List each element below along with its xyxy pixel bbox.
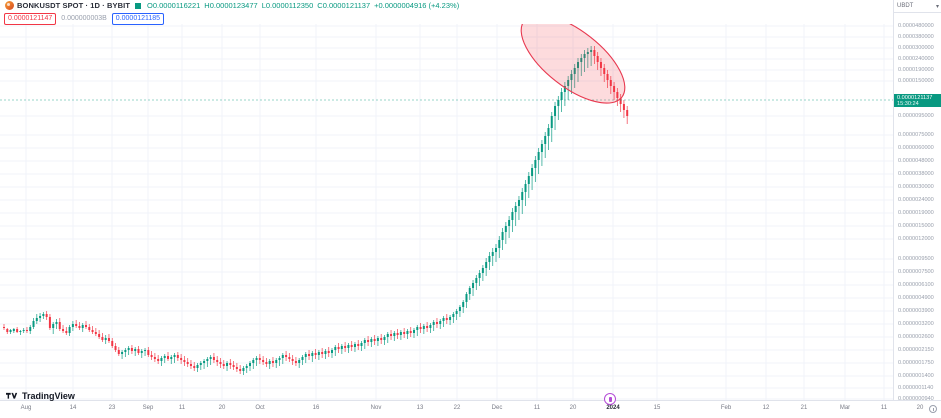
price-tick-label: 0.0000030000 [898, 184, 934, 190]
symbol-title[interactable]: BONKUSDT SPOT · 1D · BYBIT [17, 1, 131, 10]
time-tick-label: Mar [839, 405, 851, 411]
ohlc-low-key: L [261, 1, 266, 10]
time-tick-label: 20 [569, 405, 577, 411]
timezone-clock-icon[interactable] [929, 405, 937, 413]
time-tick-label: 20 [218, 405, 226, 411]
price-tick-label: 0.0000480000 [898, 23, 934, 29]
price-tick-label: 0.0000003200 [898, 321, 934, 327]
price-tick-label: 0.0000009500 [898, 256, 934, 262]
ohlc-close-key: C [317, 1, 323, 10]
price-scale[interactable]: UBDT ▾ 0.0000480000 0.0000380000 0.0000300… [893, 0, 941, 400]
price-tick-label: 0.0000150000 [898, 78, 934, 84]
price-tick-label: 0.0000004900 [898, 295, 934, 301]
price-tick-label: 0.0000012000 [898, 236, 934, 242]
tradingview-watermark: TradingView [6, 391, 75, 401]
time-tick-label: 20 [916, 405, 924, 411]
price-tick-label: 0.0000001750 [898, 360, 934, 366]
spread-value: 0.000000003B [61, 15, 107, 22]
price-tick-label: 0.0000095000 [898, 113, 934, 119]
symbol-legend-row[interactable]: BONKUSDT SPOT · 1D · BYBIT O0.0000116221… [5, 1, 463, 10]
price-tick-label: 0.0000024000 [898, 197, 934, 203]
orderbook-legend-row: 0.0000121147 0.000000003B 0.0000121185 [4, 13, 169, 25]
price-tick-label: 0.0000015000 [898, 223, 934, 229]
price-tick-label: 0.0000075000 [898, 132, 934, 138]
ohlc-close: C0.0000121137 [317, 1, 370, 10]
chevron-down-icon[interactable]: ▾ [935, 3, 939, 10]
time-tick-label: Sep [142, 405, 154, 411]
series-color-dot-icon[interactable] [135, 2, 142, 9]
time-tick-label: 23 [108, 405, 116, 411]
ask-price-box[interactable]: 0.0000121185 [111, 13, 165, 25]
time-tick-label: 16 [312, 405, 320, 411]
ohlc-open-key: O [147, 1, 153, 10]
time-tick-label: 12 [762, 405, 770, 411]
candlestick-series [3, 46, 629, 375]
ohlc-low: L0.0000112350 [262, 1, 314, 10]
time-tick-label: 11 [178, 405, 186, 411]
current-price-time: 15:30:24 [897, 100, 919, 107]
chart-legend-header: BONKUSDT SPOT · 1D · BYBIT O0.0000116221… [0, 0, 941, 25]
time-tick-label: Dec [491, 405, 503, 411]
time-tick-label: 22 [453, 405, 461, 411]
time-tick-label: Aug [20, 405, 32, 411]
price-tick-label: 0.0000380000 [898, 34, 934, 40]
price-tick-label: 0.0000060000 [898, 145, 934, 151]
ohlc-high-value: 0.0000123477 [209, 1, 258, 10]
price-tick-label: 0.0000190000 [898, 67, 934, 73]
price-tick-label: 0.0000240000 [898, 56, 934, 62]
time-tick-label: Oct [255, 405, 265, 411]
time-tick-label: Nov [370, 405, 382, 411]
time-tick-label: 15 [653, 405, 661, 411]
time-tick-label: 21 [800, 405, 808, 411]
ohlc-close-value: 0.0000121137 [322, 1, 371, 10]
time-scale[interactable]: Aug 14 23 Sep 11 20 Oct 16 Nov 13 22 Dec 11 20 2024 15 F… [0, 400, 941, 418]
ohlc-open-value: 0.0000116221 [152, 1, 201, 10]
price-scale-header[interactable]: UBDT ▾ [894, 0, 941, 13]
price-tick-label: 0.0000002150 [898, 347, 934, 353]
ohlc-open: O0.0000116221 [147, 1, 200, 10]
time-tick-label: 13 [416, 405, 424, 411]
price-tick-label: 0.0000007500 [898, 269, 934, 275]
current-price-value: 0.0000121137 [897, 94, 933, 101]
downtrend-highlight-ellipse[interactable] [507, 24, 639, 119]
current-price-badge[interactable]: 0.0000121137 15:30:24 [894, 94, 941, 107]
bonk-token-icon [5, 1, 14, 10]
price-tick-label: 0.0000019000 [898, 210, 934, 216]
time-tick-label: 14 [69, 405, 77, 411]
price-tick-label: 0.0000300000 [898, 45, 934, 51]
price-tick-label: 0.0000001400 [898, 373, 934, 379]
chart-plot-area[interactable] [0, 24, 893, 400]
time-tick-label: Feb [720, 405, 732, 411]
replay-play-marker-icon[interactable] [604, 393, 616, 405]
ohlc-low-value: 0.0000112350 [265, 1, 314, 10]
time-tick-label: 2024 [606, 405, 620, 411]
price-tick-label: 0.0000003900 [898, 308, 934, 314]
bid-price-box[interactable]: 0.0000121147 [4, 13, 57, 25]
drawing-overlay[interactable] [0, 24, 893, 400]
price-tick-label: 0.0000000940 [898, 396, 934, 400]
price-tick-label: 0.0000038000 [898, 171, 934, 177]
price-tick-label: 0.0000001140 [898, 385, 934, 391]
tradingview-logo-icon [6, 392, 18, 399]
price-tick-label: 0.0000002600 [898, 334, 934, 340]
ohlc-high-key: H [204, 1, 210, 10]
watermark-text: TradingView [22, 391, 75, 401]
time-tick-label: 11 [533, 405, 541, 411]
price-scale-unit: UBDT [897, 3, 914, 9]
price-tick-label: 0.0000048000 [898, 158, 934, 164]
price-tick-label: 0.0000006100 [898, 282, 934, 288]
ohlc-change: +0.0000004916 (+4.23%) [374, 1, 460, 10]
ohlc-high: H0.0000123477 [204, 1, 257, 10]
time-tick-label: 11 [880, 405, 888, 411]
